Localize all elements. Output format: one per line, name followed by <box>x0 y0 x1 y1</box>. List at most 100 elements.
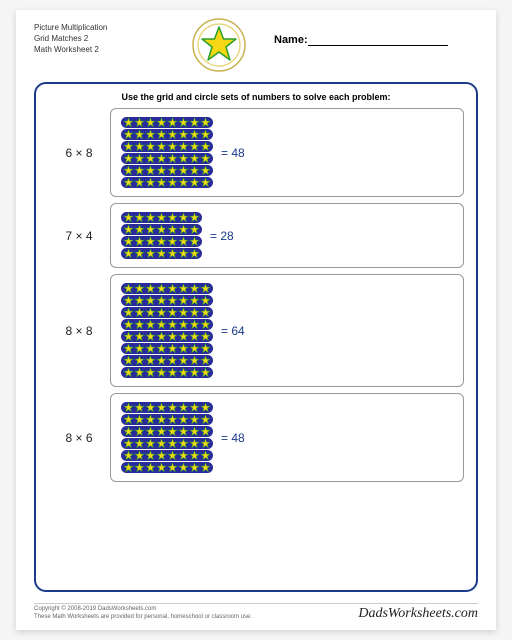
star-grid <box>121 283 213 378</box>
star-icon <box>156 402 167 413</box>
star-icon <box>134 224 145 235</box>
star-icon <box>189 331 200 342</box>
star-row <box>121 165 213 176</box>
expression: 8 × 8 <box>48 324 110 338</box>
star-icon <box>189 212 200 223</box>
star-icon <box>123 177 134 188</box>
star-icon <box>123 224 134 235</box>
star-icon <box>156 283 167 294</box>
star-icon <box>134 414 145 425</box>
star-icon <box>200 355 211 366</box>
star-icon <box>178 236 189 247</box>
star-icon <box>134 129 145 140</box>
star-row <box>121 177 213 188</box>
star-icon <box>200 295 211 306</box>
name-field: Name: <box>274 34 478 46</box>
star-icon <box>200 343 211 354</box>
star-icon <box>145 248 156 259</box>
star-icon <box>123 295 134 306</box>
star-icon <box>134 248 145 259</box>
star-row <box>121 307 213 318</box>
star-icon <box>156 295 167 306</box>
star-icon <box>189 414 200 425</box>
star-icon <box>145 153 156 164</box>
star-icon <box>189 283 200 294</box>
star-icon <box>123 165 134 176</box>
star-row <box>121 224 202 235</box>
star-icon <box>178 343 189 354</box>
brand-logo: DadsWorksheets.com <box>358 606 478 622</box>
star-row <box>121 295 213 306</box>
star-icon <box>200 177 211 188</box>
star-icon <box>178 165 189 176</box>
star-icon <box>167 141 178 152</box>
star-icon <box>189 426 200 437</box>
star-icon <box>200 117 211 128</box>
star-row <box>121 248 202 259</box>
star-icon <box>189 236 200 247</box>
grid-box: = 48 <box>110 108 464 197</box>
star-icon <box>156 236 167 247</box>
star-icon <box>123 248 134 259</box>
answer: = 64 <box>221 324 245 338</box>
star-icon <box>189 367 200 378</box>
star-icon <box>167 343 178 354</box>
star-icon <box>200 367 211 378</box>
star-icon <box>189 402 200 413</box>
star-row <box>121 355 213 366</box>
star-icon <box>134 307 145 318</box>
star-icon <box>178 283 189 294</box>
star-icon <box>167 295 178 306</box>
star-icon <box>178 129 189 140</box>
star-icon <box>156 414 167 425</box>
star-icon <box>123 367 134 378</box>
problems-container: 6 × 8= 487 × 4= 288 × 8= 648 × 6= 48 <box>48 108 464 482</box>
star-icon <box>189 438 200 449</box>
star-icon <box>134 438 145 449</box>
star-icon <box>200 438 211 449</box>
star-icon <box>134 236 145 247</box>
star-icon <box>178 177 189 188</box>
star-icon <box>156 367 167 378</box>
grid-box: = 48 <box>110 393 464 482</box>
star-icon <box>178 212 189 223</box>
star-icon <box>156 141 167 152</box>
star-icon <box>145 212 156 223</box>
star-icon <box>145 414 156 425</box>
star-icon <box>134 402 145 413</box>
star-icon <box>167 307 178 318</box>
star-icon <box>167 283 178 294</box>
star-icon <box>178 307 189 318</box>
star-icon <box>178 248 189 259</box>
star-icon <box>134 177 145 188</box>
star-icon <box>189 165 200 176</box>
star-icon <box>145 129 156 140</box>
name-line[interactable] <box>308 45 448 46</box>
star-icon <box>123 343 134 354</box>
star-icon <box>156 177 167 188</box>
star-icon <box>123 283 134 294</box>
star-icon <box>167 319 178 330</box>
star-icon <box>134 117 145 128</box>
star-icon <box>167 367 178 378</box>
star-icon <box>123 117 134 128</box>
star-icon <box>156 224 167 235</box>
title-line-2: Grid Matches 2 <box>34 33 154 44</box>
star-row <box>121 414 213 425</box>
star-icon <box>189 307 200 318</box>
problem-row: 7 × 4= 28 <box>48 203 464 268</box>
star-icon <box>189 295 200 306</box>
star-icon <box>134 141 145 152</box>
star-icon <box>167 117 178 128</box>
worksheet-frame: Use the grid and circle sets of numbers … <box>34 82 478 592</box>
star-grid <box>121 212 202 259</box>
star-icon <box>167 414 178 425</box>
star-icon <box>134 343 145 354</box>
star-icon <box>200 129 211 140</box>
star-grid <box>121 117 213 188</box>
star-icon <box>167 212 178 223</box>
star-icon <box>200 426 211 437</box>
star-icon <box>145 438 156 449</box>
star-icon <box>123 462 134 473</box>
star-icon <box>189 450 200 461</box>
